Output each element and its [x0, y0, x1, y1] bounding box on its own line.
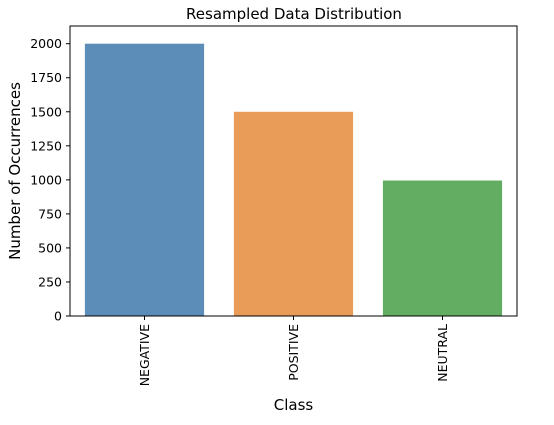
y-tick-label: 1500	[30, 104, 62, 119]
y-tick-label: 250	[38, 274, 62, 289]
bars	[84, 43, 503, 317]
y-axis: 0 250 500 750 1000 1250 1500 1750 2000	[30, 36, 70, 324]
x-axis: NEGATIVE POSITIVE NEUTRAL	[137, 316, 450, 386]
bar-positive	[233, 111, 354, 316]
plot-frame	[69, 25, 518, 317]
y-tick-label: 1000	[30, 172, 62, 187]
y-tick-label: 750	[38, 206, 62, 221]
y-tick-label: 0	[54, 309, 62, 324]
y-tick-label: 2000	[30, 36, 62, 51]
y-axis-label: Number of Occurrences	[6, 82, 24, 260]
y-tick-label: 1750	[30, 70, 62, 85]
bar-negative	[84, 43, 205, 317]
bar-neutral	[382, 180, 503, 316]
x-tick-label: NEGATIVE	[137, 324, 152, 386]
y-tick-label: 1250	[30, 138, 62, 153]
x-tick-label: POSITIVE	[286, 324, 301, 381]
x-tick-label: NEUTRAL	[435, 324, 450, 382]
x-axis-label: Class	[274, 396, 314, 414]
y-tick-label: 500	[38, 240, 62, 255]
chart-title: Resampled Data Distribution	[186, 5, 402, 23]
